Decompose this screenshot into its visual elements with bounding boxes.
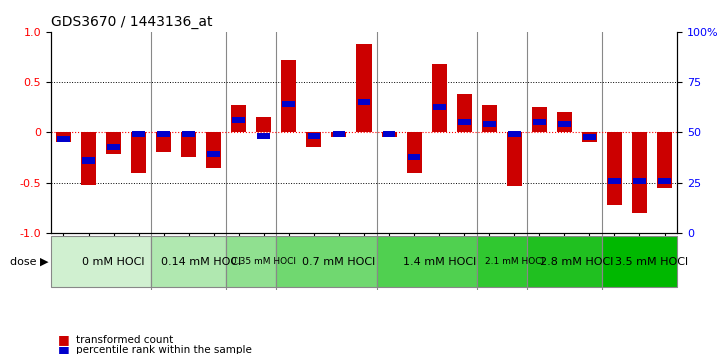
Text: 3.5 mM HOCl: 3.5 mM HOCl: [615, 257, 689, 267]
Text: 0.35 mM HOCl: 0.35 mM HOCl: [232, 257, 296, 266]
Bar: [383, 131, 395, 137]
Text: 0.14 mM HOCl: 0.14 mM HOCl: [161, 257, 242, 267]
Bar: [357, 99, 371, 105]
Bar: [82, 158, 95, 164]
Bar: [132, 131, 145, 137]
Text: 1.4 mM HOCl: 1.4 mM HOCl: [403, 257, 476, 267]
Bar: [482, 105, 496, 132]
Bar: [81, 132, 96, 185]
Bar: [458, 119, 470, 125]
FancyBboxPatch shape: [477, 236, 527, 287]
Text: GDS3670 / 1443136_at: GDS3670 / 1443136_at: [51, 16, 213, 29]
Bar: [331, 132, 347, 137]
Bar: [658, 178, 671, 184]
Bar: [607, 132, 622, 205]
Bar: [206, 132, 221, 167]
Bar: [406, 132, 422, 172]
Text: transformed count: transformed count: [76, 335, 174, 345]
Bar: [508, 131, 521, 137]
Bar: [558, 121, 571, 127]
Bar: [357, 44, 371, 132]
Bar: [456, 94, 472, 132]
Bar: [582, 132, 597, 142]
Text: dose ▶: dose ▶: [10, 257, 49, 267]
Bar: [633, 178, 646, 184]
Bar: [432, 64, 447, 132]
FancyBboxPatch shape: [277, 236, 376, 287]
Text: ■: ■: [58, 344, 70, 354]
Bar: [608, 178, 621, 184]
Bar: [182, 131, 195, 137]
Bar: [207, 152, 220, 158]
Bar: [131, 132, 146, 172]
Bar: [408, 154, 421, 160]
Bar: [156, 132, 171, 153]
Text: ■: ■: [58, 333, 70, 346]
Text: 0.7 mM HOCl: 0.7 mM HOCl: [302, 257, 376, 267]
Bar: [232, 117, 245, 123]
Bar: [557, 112, 572, 132]
Bar: [282, 101, 296, 107]
Bar: [281, 60, 296, 132]
Bar: [632, 132, 647, 213]
Bar: [583, 135, 596, 141]
Bar: [157, 131, 170, 137]
Bar: [483, 121, 496, 127]
FancyBboxPatch shape: [226, 236, 277, 287]
Bar: [106, 132, 121, 154]
Bar: [657, 132, 672, 188]
FancyBboxPatch shape: [527, 236, 602, 287]
Bar: [181, 132, 197, 158]
FancyBboxPatch shape: [602, 236, 677, 287]
Bar: [533, 119, 546, 125]
Text: 2.8 mM HOCl: 2.8 mM HOCl: [540, 257, 614, 267]
Bar: [306, 132, 322, 147]
Text: 0 mM HOCl: 0 mM HOCl: [82, 257, 145, 267]
Bar: [333, 131, 345, 137]
Bar: [256, 117, 272, 132]
Bar: [307, 133, 320, 139]
Bar: [432, 104, 446, 110]
Bar: [56, 132, 71, 142]
FancyBboxPatch shape: [151, 236, 226, 287]
Bar: [381, 132, 397, 137]
Bar: [507, 132, 522, 185]
Bar: [232, 105, 246, 132]
Bar: [531, 107, 547, 132]
Bar: [57, 136, 70, 142]
FancyBboxPatch shape: [376, 236, 477, 287]
Text: percentile rank within the sample: percentile rank within the sample: [76, 346, 253, 354]
FancyBboxPatch shape: [51, 236, 151, 287]
Bar: [258, 133, 270, 139]
Text: 2.1 mM HOCl: 2.1 mM HOCl: [485, 257, 544, 266]
Bar: [107, 144, 120, 150]
